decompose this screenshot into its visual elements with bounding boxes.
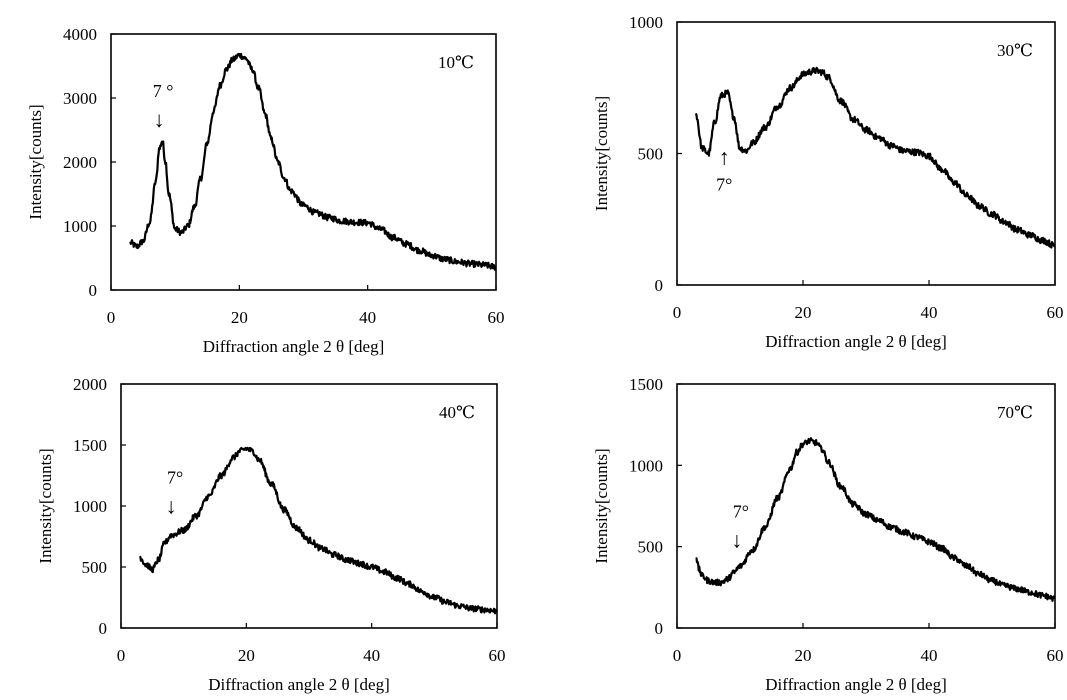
annotation-label: 7°	[167, 467, 183, 487]
x-axis-title: Diffraction angle 2 θ [deg]	[765, 675, 947, 694]
annotation-label: 7 °	[153, 81, 174, 101]
x-tick-label: 40	[363, 646, 380, 665]
plot-frame	[676, 383, 1056, 629]
y-axis-title: Intensity[counts]	[26, 104, 45, 219]
plot-frame	[676, 21, 1056, 286]
x-tick-label: 20	[231, 308, 248, 327]
annotation-arrow: ↓	[154, 107, 165, 132]
x-axis-title: Diffraction angle 2 θ [deg]	[203, 337, 385, 356]
y-tick-label: 1000	[63, 217, 97, 236]
y-tick-label: 0	[89, 281, 98, 300]
chart-panel-3: 0 20 40 60 0 500 1000 1500 2000 Diffraction angle…	[36, 375, 506, 694]
chart-panel-1: 0 20 40 60 0 1000 2000 3000 4000 Diffraction angl…	[26, 25, 505, 356]
diffraction-trace	[694, 66, 1056, 249]
x-tick-label: 0	[107, 308, 116, 327]
temperature-label: 70℃	[997, 403, 1033, 422]
y-tick-label: 500	[638, 145, 664, 164]
x-tick-label: 20	[795, 646, 812, 665]
chart-panel-2: 0 20 40 60 0 500 1000 Diffraction angle 2 θ [de…	[592, 13, 1064, 351]
chart-panel-4: 0 20 40 60 0 500 1000 1500 Diffraction angle 2 θ…	[592, 375, 1064, 694]
diffraction-trace	[695, 437, 1056, 602]
x-tick-label: 60	[1047, 303, 1064, 322]
y-axis-title: Intensity[counts]	[36, 448, 55, 563]
plot-frame	[110, 33, 497, 291]
y-tick-label: 2000	[63, 153, 97, 172]
y-tick-label: 1500	[629, 375, 663, 394]
y-tick-label: 1000	[629, 13, 663, 32]
temperature-label: 10℃	[438, 53, 474, 72]
x-tick-label: 60	[488, 308, 505, 327]
x-tick-label: 20	[238, 646, 255, 665]
y-axis-title: Intensity[counts]	[592, 96, 611, 211]
x-tick-label: 20	[795, 303, 812, 322]
x-tick-label: 40	[921, 646, 938, 665]
y-tick-label: 2000	[73, 375, 107, 394]
x-axis-title: Diffraction angle 2 θ [deg]	[208, 675, 390, 694]
temperature-label: 30℃	[997, 41, 1033, 60]
y-axis-title: Intensity[counts]	[592, 448, 611, 563]
diffraction-trace	[129, 52, 497, 271]
x-tick-label: 40	[359, 308, 376, 327]
x-tick-label: 0	[673, 646, 682, 665]
temperature-label: 40℃	[439, 403, 475, 422]
annotation-arrow: ↓	[731, 527, 742, 552]
y-tick-label: 500	[82, 558, 108, 577]
annotation-label: 7°	[716, 174, 732, 194]
annotation-arrow: ↑	[719, 144, 730, 169]
annotation-arrow: ↓	[166, 493, 177, 518]
y-tick-label: 0	[99, 619, 108, 638]
y-tick-label: 0	[655, 276, 664, 295]
y-tick-label: 3000	[63, 89, 97, 108]
diffraction-trace	[139, 446, 498, 615]
annotation-label: 7°	[733, 501, 749, 521]
y-tick-label: 1000	[73, 497, 107, 516]
y-tick-label: 4000	[63, 25, 97, 44]
x-tick-label: 60	[489, 646, 506, 665]
y-tick-label: 0	[655, 619, 664, 638]
x-tick-label: 0	[117, 646, 126, 665]
x-tick-label: 60	[1047, 646, 1064, 665]
x-tick-label: 0	[673, 303, 682, 322]
x-axis-title: Diffraction angle 2 θ [deg]	[765, 332, 947, 351]
y-tick-label: 500	[638, 538, 664, 557]
y-tick-label: 1000	[629, 456, 663, 475]
y-tick-label: 1500	[73, 436, 107, 455]
x-tick-label: 40	[921, 303, 938, 322]
